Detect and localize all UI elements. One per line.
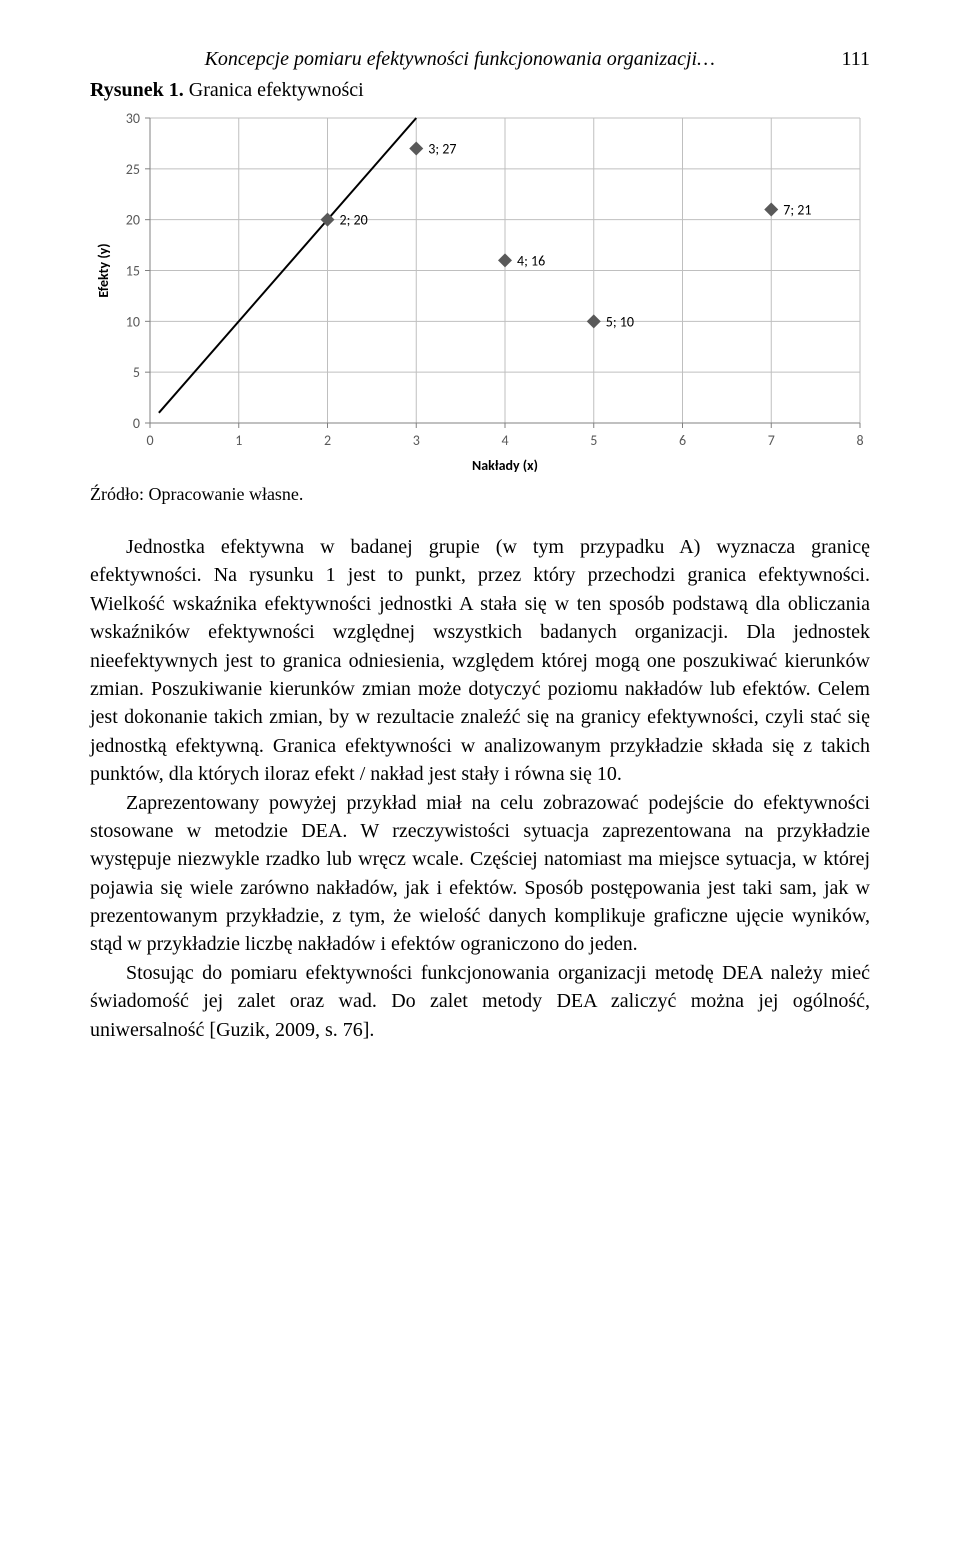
svg-text:4; 16: 4; 16: [517, 252, 545, 269]
paragraph-1: Jednostka efektywna w badanej grupie (w …: [90, 533, 870, 789]
svg-text:15: 15: [126, 263, 140, 280]
svg-text:4: 4: [501, 432, 508, 449]
figure-caption: Rysunek 1. Granica efektywności: [90, 79, 870, 102]
figure-caption-label: Rysunek 1.: [90, 79, 184, 101]
page-number: 111: [841, 48, 870, 71]
svg-text:5: 5: [133, 364, 140, 381]
svg-text:7: 7: [768, 432, 775, 449]
svg-text:0: 0: [133, 415, 140, 432]
svg-text:30: 30: [126, 110, 140, 127]
figure-source: Źródło: Opracowanie własne.: [90, 484, 870, 505]
svg-text:1: 1: [235, 432, 242, 449]
svg-text:8: 8: [856, 432, 863, 449]
svg-text:5; 10: 5; 10: [606, 313, 634, 330]
svg-text:3; 27: 3; 27: [428, 141, 456, 158]
efficiency-chart: 0 5 10 15 20 25 30 0 1 2 3 4 5 6 7 8 2; 20 3; 27 4; 16 5; 1…: [90, 108, 870, 478]
svg-text:6: 6: [679, 432, 686, 449]
svg-text:2; 20: 2; 20: [340, 212, 368, 229]
figure-caption-text: Granica efektywności: [189, 79, 364, 101]
svg-text:2: 2: [324, 432, 331, 449]
svg-text:5: 5: [590, 432, 597, 449]
svg-text:25: 25: [126, 161, 140, 178]
running-title: Koncepcje pomiaru efektywności funkcjono…: [90, 48, 829, 71]
svg-text:Efekty (y): Efekty (y): [95, 243, 112, 297]
paragraph-2: Zaprezentowany powyżej przykład miał na …: [90, 789, 870, 959]
svg-text:7; 21: 7; 21: [783, 202, 811, 219]
svg-text:20: 20: [126, 212, 140, 229]
chart-container: 0 5 10 15 20 25 30 0 1 2 3 4 5 6 7 8 2; 20 3; 27 4; 16 5; 1…: [90, 108, 870, 478]
paragraph-3: Stosując do pomiaru efektywności funkcjo…: [90, 959, 870, 1044]
svg-text:Nakłady (x): Nakłady (x): [472, 457, 538, 474]
svg-text:10: 10: [126, 313, 140, 330]
svg-text:3: 3: [413, 432, 420, 449]
svg-text:0: 0: [146, 432, 153, 449]
